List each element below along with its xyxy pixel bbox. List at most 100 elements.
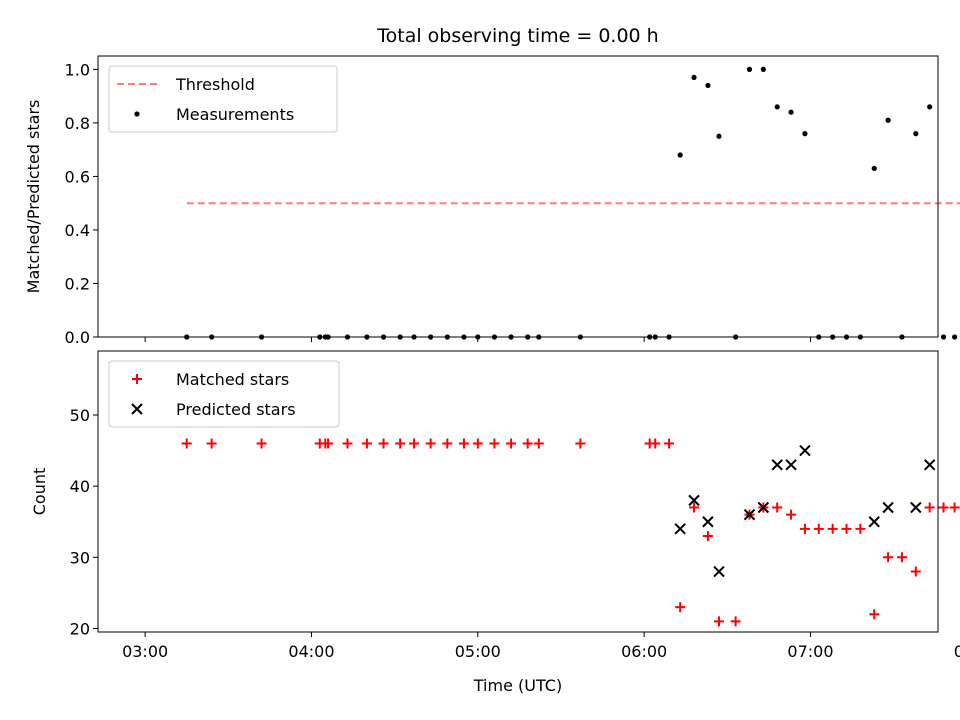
plot-frame xyxy=(97,55,939,338)
matched-star-point xyxy=(323,438,334,449)
legend: Matched stars Predicted stars xyxy=(108,360,340,428)
x-tick-label: 04:00 xyxy=(288,642,334,661)
x-tick-label: 08:00 xyxy=(954,642,960,661)
legend-label: Threshold xyxy=(175,75,255,94)
y-tick-label: 30 xyxy=(70,548,90,567)
matched-star-point xyxy=(702,530,713,541)
matched-star-point xyxy=(689,502,700,513)
measurement-point xyxy=(802,131,808,137)
predicted-star-point xyxy=(882,501,894,514)
measurement-point xyxy=(691,74,697,81)
matched-star-point xyxy=(409,438,420,449)
legend-label: Matched stars xyxy=(176,370,289,389)
measurement-point xyxy=(746,66,753,72)
measurement-point xyxy=(871,165,877,171)
matched-star-point xyxy=(522,438,533,449)
matched-star-point xyxy=(506,438,517,449)
predicted-star-point xyxy=(910,501,922,514)
matched-star-point xyxy=(664,438,675,449)
y-tick-label: 0.0 xyxy=(65,328,90,347)
legend-matched-swatch xyxy=(132,374,142,384)
x-tick-label: 06:00 xyxy=(621,642,667,661)
measurement-point xyxy=(716,133,722,139)
matched-star-point xyxy=(361,438,372,449)
legend-label: Predicted stars xyxy=(176,400,296,419)
matched-star-point xyxy=(458,438,469,449)
matched-star-point xyxy=(730,616,741,627)
series-matched-stars xyxy=(181,438,960,627)
y-tick-label: 0.6 xyxy=(65,167,90,186)
x-tick-label: 07:00 xyxy=(787,642,833,661)
predicted-star-point xyxy=(702,516,714,528)
measurement-point xyxy=(774,104,780,110)
chart-title: Total observing time = 0.00 h xyxy=(376,25,658,47)
matched-star-point xyxy=(650,438,661,449)
matched-star-point xyxy=(342,438,353,449)
legend: Threshold Measurements xyxy=(108,65,338,133)
matched-star-point xyxy=(841,523,852,534)
measurement-point xyxy=(705,82,711,89)
matched-star-point xyxy=(949,502,960,513)
y-axis-label: Count xyxy=(30,468,49,516)
matched-star-point xyxy=(575,438,586,449)
measurement-point xyxy=(677,152,683,158)
matched-star-point xyxy=(883,552,894,563)
predicted-star-point xyxy=(923,459,936,471)
matched-star-point xyxy=(910,566,921,577)
top-panel-matched-ratio: 0.0 0.2 0.4 0.6 0.8 1.0 Matched/Predicted star… xyxy=(24,55,960,347)
legend-box xyxy=(108,360,340,428)
matched-star-point xyxy=(827,523,838,534)
y-axis-label: Matched/Predicted stars xyxy=(24,100,43,294)
y-tick-label: 1.0 xyxy=(65,60,90,79)
y-tick-label: 20 xyxy=(70,619,90,638)
legend-measurement-swatch xyxy=(134,111,140,117)
predicted-star-point xyxy=(743,508,756,521)
matched-star-point xyxy=(786,509,797,520)
y-tick-label: 0.4 xyxy=(65,221,90,240)
legend-predicted-swatch xyxy=(131,403,143,415)
matched-star-point xyxy=(713,616,724,627)
matched-star-point xyxy=(799,523,810,534)
matched-star-point xyxy=(489,438,500,449)
matched-star-point xyxy=(442,438,453,449)
predicted-star-point xyxy=(771,459,783,471)
measurement-point xyxy=(788,109,794,115)
legend-box xyxy=(108,65,338,133)
matched-star-point xyxy=(378,438,389,449)
predicted-star-point xyxy=(868,516,880,528)
plot-frame xyxy=(97,350,939,633)
measurement-point xyxy=(760,66,766,72)
matched-star-point xyxy=(772,502,783,513)
y-tick-label: 0.8 xyxy=(65,114,90,133)
series-predicted-stars xyxy=(674,444,936,578)
matched-star-point xyxy=(181,438,192,449)
x-tick-label: 03:00 xyxy=(122,642,168,661)
bottom-panel-star-counts: 2030405003:0004:0005:0006:0007:0008:0009… xyxy=(30,350,960,695)
y-tick-label: 40 xyxy=(70,477,90,496)
matched-star-point xyxy=(206,438,217,449)
predicted-star-point xyxy=(688,494,700,507)
measurement-point xyxy=(927,104,933,110)
matched-star-point xyxy=(256,438,267,449)
measurement-point xyxy=(885,117,891,123)
measurement-point xyxy=(940,334,947,340)
matched-star-point xyxy=(869,609,880,620)
predicted-star-point xyxy=(757,501,770,514)
x-axis-label: Time (UTC) xyxy=(473,676,562,695)
legend-label: Measurements xyxy=(176,105,294,124)
y-tick-label: 50 xyxy=(70,406,90,425)
measurement-point xyxy=(913,131,919,137)
matched-star-point xyxy=(472,438,483,449)
matched-star-point xyxy=(533,438,544,449)
predicted-star-point xyxy=(713,565,725,578)
matched-star-point xyxy=(924,502,935,513)
matched-star-point xyxy=(938,502,949,513)
matched-star-point xyxy=(395,438,406,449)
predicted-star-point xyxy=(799,444,811,457)
matched-star-point xyxy=(813,523,824,534)
matched-star-point xyxy=(425,438,436,449)
y-tick-label: 0.2 xyxy=(65,274,90,293)
matched-star-point xyxy=(675,602,686,613)
predicted-star-point xyxy=(674,523,686,535)
